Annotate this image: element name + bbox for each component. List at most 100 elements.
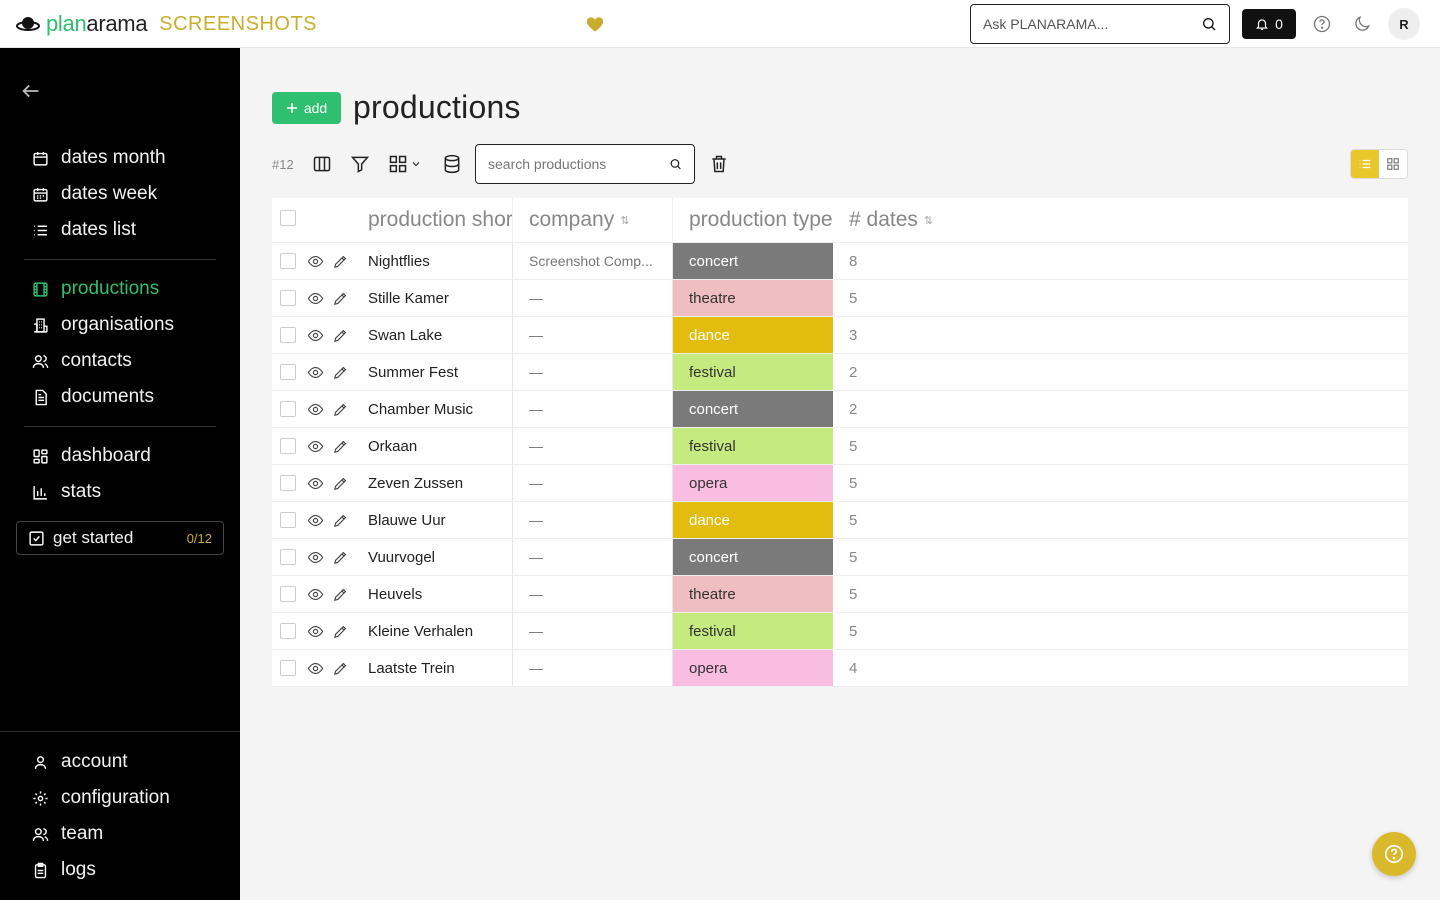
- sidebar-item-dates-list[interactable]: dates list: [32, 216, 136, 244]
- table-row[interactable]: Blauwe Uur — dance 5: [272, 502, 1408, 539]
- eye-icon[interactable]: [307, 549, 324, 566]
- pencil-icon[interactable]: [332, 475, 349, 492]
- cell-name[interactable]: Blauwe Uur: [368, 502, 513, 538]
- cell-company[interactable]: —: [513, 539, 673, 575]
- avatar[interactable]: R: [1388, 8, 1420, 40]
- pencil-icon[interactable]: [332, 623, 349, 640]
- cell-company[interactable]: —: [513, 354, 673, 390]
- notifications-button[interactable]: 0: [1242, 9, 1296, 39]
- ask-input[interactable]: [983, 16, 1201, 32]
- cell-production-type[interactable]: festival: [673, 613, 833, 649]
- cell-name[interactable]: Laatste Trein: [368, 650, 513, 686]
- row-checkbox[interactable]: [280, 253, 296, 269]
- eye-icon[interactable]: [307, 475, 324, 492]
- sort-icon[interactable]: ⇅: [923, 214, 934, 227]
- database-button[interactable]: [442, 154, 462, 174]
- sidebar-item-dashboard[interactable]: dashboard: [32, 442, 151, 470]
- row-checkbox[interactable]: [280, 290, 296, 306]
- row-checkbox[interactable]: [280, 401, 296, 417]
- cell-name[interactable]: Nightflies: [368, 243, 513, 279]
- eye-icon[interactable]: [307, 253, 324, 270]
- row-checkbox[interactable]: [280, 364, 296, 380]
- search-input[interactable]: [488, 156, 669, 172]
- grid-view-button[interactable]: [1379, 150, 1407, 178]
- group-by-button[interactable]: [388, 154, 424, 174]
- pencil-icon[interactable]: [332, 327, 349, 344]
- trash-icon[interactable]: [709, 154, 729, 174]
- cell-production-type[interactable]: festival: [673, 428, 833, 464]
- row-checkbox[interactable]: [280, 475, 296, 491]
- cell-company[interactable]: —: [513, 428, 673, 464]
- cell-company[interactable]: —: [513, 502, 673, 538]
- row-checkbox[interactable]: [280, 438, 296, 454]
- column-header-dates[interactable]: # dates ⇅: [833, 198, 1408, 242]
- eye-icon[interactable]: [307, 586, 324, 603]
- logo[interactable]: planarama SCREENSHOTS: [16, 11, 317, 37]
- ask-input-box[interactable]: [970, 4, 1230, 44]
- row-checkbox[interactable]: [280, 512, 296, 528]
- eye-icon[interactable]: [307, 290, 324, 307]
- table-row[interactable]: Summer Fest — festival 2: [272, 354, 1408, 391]
- cell-name[interactable]: Orkaan: [368, 428, 513, 464]
- cell-production-type[interactable]: festival: [673, 354, 833, 390]
- sidebar-item-logs[interactable]: logs: [32, 856, 96, 884]
- help-circle-icon[interactable]: [1312, 14, 1332, 34]
- row-checkbox[interactable]: [280, 327, 296, 343]
- pencil-icon[interactable]: [332, 512, 349, 529]
- moon-icon[interactable]: [1352, 14, 1372, 34]
- sidebar-item-dates-week[interactable]: dates week: [32, 180, 157, 208]
- pencil-icon[interactable]: [332, 364, 349, 381]
- eye-icon[interactable]: [307, 401, 324, 418]
- cell-name[interactable]: Chamber Music: [368, 391, 513, 427]
- cell-company[interactable]: —: [513, 576, 673, 612]
- table-row[interactable]: Zeven Zussen — opera 5: [272, 465, 1408, 502]
- pencil-icon[interactable]: [332, 401, 349, 418]
- cell-production-type[interactable]: dance: [673, 502, 833, 538]
- row-checkbox[interactable]: [280, 586, 296, 602]
- arrow-left-icon[interactable]: [20, 80, 42, 102]
- sidebar-item-dates-month[interactable]: dates month: [32, 144, 166, 172]
- sidebar-item-documents[interactable]: documents: [32, 383, 154, 411]
- cell-company[interactable]: —: [513, 391, 673, 427]
- filter-button[interactable]: [350, 154, 370, 174]
- eye-icon[interactable]: [307, 660, 324, 677]
- cell-name[interactable]: Vuurvogel: [368, 539, 513, 575]
- cell-company[interactable]: Screenshot Comp...: [513, 243, 673, 279]
- sidebar-item-team[interactable]: team: [32, 820, 103, 848]
- pencil-icon[interactable]: [332, 586, 349, 603]
- eye-icon[interactable]: [307, 512, 324, 529]
- eye-icon[interactable]: [307, 327, 324, 344]
- cell-production-type[interactable]: theatre: [673, 576, 833, 612]
- cell-production-type[interactable]: concert: [673, 243, 833, 279]
- cell-company[interactable]: —: [513, 465, 673, 501]
- cell-production-type[interactable]: concert: [673, 539, 833, 575]
- cell-production-type[interactable]: theatre: [673, 280, 833, 316]
- cell-name[interactable]: Kleine Verhalen: [368, 613, 513, 649]
- eye-icon[interactable]: [307, 623, 324, 640]
- table-row[interactable]: Kleine Verhalen — festival 5: [272, 613, 1408, 650]
- column-header-company[interactable]: company ⇅: [513, 198, 673, 242]
- sidebar-item-stats[interactable]: stats: [32, 478, 101, 506]
- cell-production-type[interactable]: opera: [673, 650, 833, 686]
- sidebar-item-organisations[interactable]: organisations: [32, 311, 174, 339]
- column-header-type[interactable]: production type: [673, 198, 833, 242]
- cell-name[interactable]: Stille Kamer: [368, 280, 513, 316]
- sidebar-item-configuration[interactable]: configuration: [32, 784, 170, 812]
- row-checkbox[interactable]: [280, 660, 296, 676]
- column-header-name[interactable]: production shor: [368, 198, 513, 242]
- row-checkbox[interactable]: [280, 549, 296, 565]
- cell-company[interactable]: —: [513, 613, 673, 649]
- heart-icon[interactable]: [585, 14, 605, 34]
- cell-company[interactable]: —: [513, 650, 673, 686]
- cell-company[interactable]: —: [513, 280, 673, 316]
- pencil-icon[interactable]: [332, 253, 349, 270]
- row-checkbox[interactable]: [280, 623, 296, 639]
- table-row[interactable]: Orkaan — festival 5: [272, 428, 1408, 465]
- search-box[interactable]: [475, 144, 695, 184]
- pencil-icon[interactable]: [332, 290, 349, 307]
- sidebar-item-productions[interactable]: productions: [32, 275, 159, 303]
- pencil-icon[interactable]: [332, 660, 349, 677]
- select-all-checkbox[interactable]: [280, 210, 296, 226]
- cell-production-type[interactable]: opera: [673, 465, 833, 501]
- get-started-button[interactable]: get started 0/12: [16, 521, 224, 555]
